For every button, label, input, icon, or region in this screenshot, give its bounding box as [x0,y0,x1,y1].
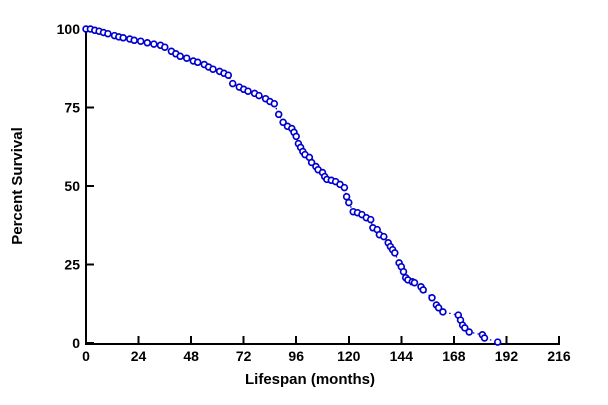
data-point-marker [380,232,388,241]
data-point-marker [292,132,300,141]
data-point-marker [493,338,502,346]
survival-curve-line [86,28,498,343]
data-point-marker [480,334,489,342]
data-point-marker [279,118,287,127]
data-point-marker [224,71,233,79]
data-point-marker [136,37,145,45]
data-point-marker [439,308,447,316]
data-point-marker [104,29,112,38]
axes [85,28,560,345]
data-point-marker [410,278,419,287]
x-tick-label: 48 [183,348,199,364]
data-point-marker [399,267,408,276]
data-point-marker [270,99,279,108]
y-axis-title: Percent Survival [9,127,26,245]
data-point-marker [274,110,283,119]
data-point-marker [340,183,349,192]
data-point-marker [428,294,436,302]
y-tick-label: 25 [64,257,80,273]
data-point-marker [193,58,202,67]
x-tick-label: 96 [288,348,304,364]
data-point-marker [176,52,184,61]
data-point-marker [434,304,443,312]
data-point-marker [143,39,152,47]
tick-labels: 0 24 48 72 96 120 144 168 192 216 0 25 50 75 100 [57,21,571,364]
y-tick-label: 100 [57,21,81,37]
x-tick-label: 216 [547,348,571,364]
data-point-marker [391,249,399,257]
data-point-marker [345,198,353,207]
x-tick-label: 72 [236,348,252,364]
x-tick-label: 0 [82,348,90,364]
data-point-marker [419,286,427,294]
data-point-marker [161,43,169,51]
data-point-marker [461,324,469,332]
data-point-marker [130,36,138,45]
data-point-marker [228,79,237,88]
data-point-marker [465,328,473,336]
data-point-marker [255,91,263,100]
data-point-marker [150,40,158,48]
data-point-marker [244,87,252,95]
y-tick-label: 75 [64,100,80,116]
x-tick-label: 24 [131,348,147,364]
data-point-marker [182,54,191,62]
data-point-marker [342,192,351,201]
data-point-marker [209,65,217,73]
x-tick-label: 168 [442,348,466,364]
data-point-marker [119,34,127,42]
x-tick-label: 120 [337,348,361,364]
y-tick-label: 0 [72,335,80,351]
x-tick-label: 144 [390,348,414,364]
y-tick-label: 50 [64,178,80,194]
x-tick-label: 192 [495,348,519,364]
data-point-marker [366,215,375,224]
data-series [82,25,502,346]
data-point-marker [307,158,316,167]
x-axis-title: Lifespan (months) [245,371,375,388]
